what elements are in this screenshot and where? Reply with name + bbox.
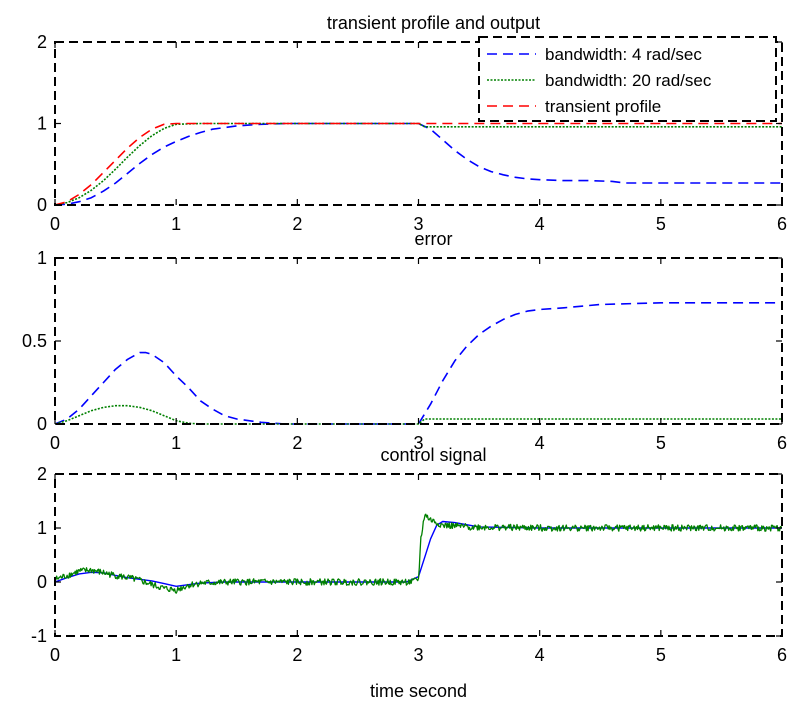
x-tick-label: 6 [777, 214, 787, 234]
y-tick-label: 0.5 [22, 331, 47, 351]
x-tick-label: 6 [777, 433, 787, 453]
y-tick-label: 0 [37, 195, 47, 215]
x-tick-label: 2 [292, 433, 302, 453]
x-tick-label: 5 [656, 645, 666, 665]
series-line-1 [55, 122, 782, 206]
y-tick-label: -1 [31, 626, 47, 646]
x-tick-label: 0 [50, 214, 60, 234]
series-line-2 [55, 122, 782, 206]
legend-entry-2: bandwidth: 20 rad/sec [545, 71, 712, 90]
chart-panel-1: 0 1 2 3 4 5 6 0 1 2 transient profile and output ba… [37, 13, 787, 234]
plot-frame [54, 257, 783, 425]
legend: bandwidth: 4 rad/sec bandwidth: 20 rad/se… [478, 36, 777, 122]
x-tick-label: 2 [292, 645, 302, 665]
x-tick-label: 6 [777, 645, 787, 665]
legend-box [478, 36, 777, 122]
plot-frame [54, 473, 783, 637]
x-tick-label: 1 [171, 645, 181, 665]
x-tick-label: 3 [413, 645, 423, 665]
legend-entry-3: transient profile [545, 97, 661, 116]
x-tick-label: 1 [171, 433, 181, 453]
y-tick-label: 1 [37, 248, 47, 268]
x-tick-label: 4 [535, 645, 545, 665]
legend-entry-1: bandwidth: 4 rad/sec [545, 45, 702, 64]
y-tick-label: 1 [37, 114, 47, 134]
chart-panel-2: 0 1 2 3 4 5 6 0 0.5 1 error [22, 229, 787, 453]
x-axis-label: time second [370, 681, 467, 701]
x-tick-label: 4 [535, 433, 545, 453]
x-tick-label: 1 [171, 214, 181, 234]
x-tick-label: 5 [656, 214, 666, 234]
x-tick-label: 2 [292, 214, 302, 234]
series-line-1 [55, 301, 782, 425]
y-tick-label: 1 [37, 518, 47, 538]
x-tick-label: 5 [656, 433, 666, 453]
y-tick-label: 0 [37, 414, 47, 434]
series-line-3 [55, 122, 782, 206]
y-tick-label: 2 [37, 464, 47, 484]
y-tick-label: 0 [37, 572, 47, 592]
series-line-2 [55, 513, 782, 594]
x-tick-label: 0 [50, 645, 60, 665]
x-tick-label: 3 [413, 214, 423, 234]
chart-title: control signal [380, 445, 486, 465]
series-line-2 [55, 404, 782, 425]
chart-title: transient profile and output [327, 13, 540, 33]
y-tick-label: 2 [37, 32, 47, 52]
x-tick-label: 3 [413, 433, 423, 453]
x-tick-label: 4 [535, 214, 545, 234]
x-tick-label: 0 [50, 433, 60, 453]
chart-title: error [414, 229, 452, 249]
